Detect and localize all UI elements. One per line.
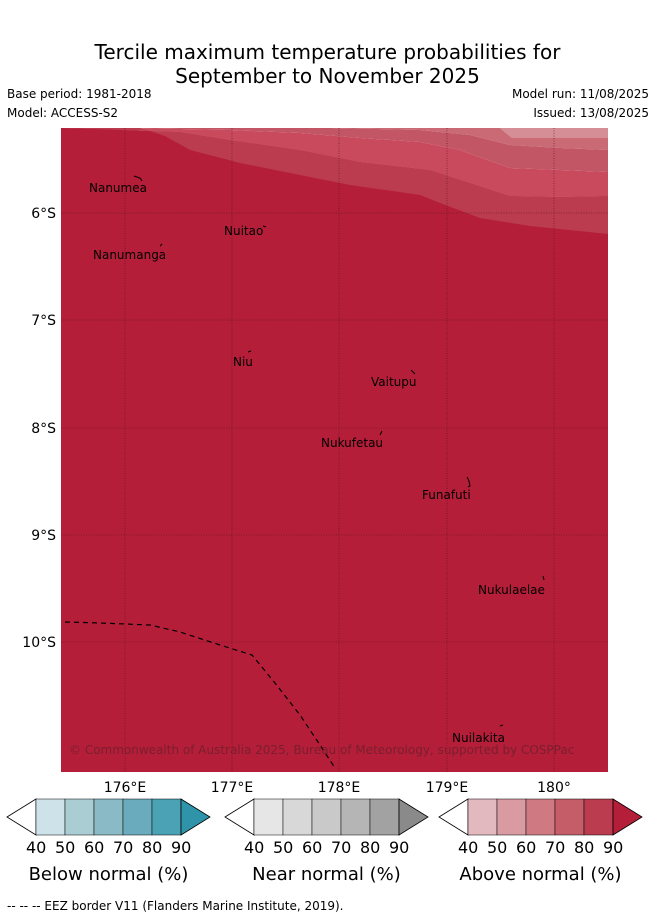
colorbar-near-segment	[340, 798, 371, 836]
island-nanumea	[133, 175, 143, 182]
colorbar-above-segment	[525, 798, 556, 836]
colorbar-title-above: Above normal (%)	[459, 864, 622, 885]
place-nukufetau: Nukufetau	[321, 436, 383, 450]
colorbar-below-segment	[35, 798, 66, 836]
place-vaitupu: Vaitupu	[371, 375, 417, 389]
colorbar-below-segment	[151, 798, 182, 836]
colorbar-near-tick: 60	[302, 838, 323, 857]
island-nanumanga	[159, 243, 163, 247]
probability-band-edge-2	[61, 128, 608, 234]
colorbar-near-max-extend	[398, 798, 429, 836]
colorbar-near-segment	[311, 798, 342, 836]
colorbar-above-tick: 40	[458, 838, 479, 857]
lon-tick-178e: 178°E	[318, 780, 361, 796]
probability-fill	[61, 128, 608, 772]
place-nanumea: Nanumea	[89, 181, 147, 195]
colorbar-below-tick: 60	[84, 838, 105, 857]
islands	[133, 175, 545, 727]
lon-tick-labels: 176°E 177°E 178°E 179°E 180°	[104, 780, 571, 796]
colorbar-near-min-extend	[224, 798, 255, 836]
colorbar-above-tick: 80	[574, 838, 595, 857]
probability-band-mid	[130, 128, 608, 172]
colorbar-near-tick: 40	[244, 838, 265, 857]
lat-tick-9s: 9°S	[31, 528, 56, 544]
colorbar-below-min-extend	[6, 798, 37, 836]
model-text: Model: ACCESS-S2	[7, 106, 119, 120]
issued-text: Issued: 13/08/2025	[533, 106, 649, 120]
lon-tick-179e: 179°E	[426, 780, 469, 796]
island-funafuti	[466, 476, 471, 488]
probability-band-light	[250, 128, 608, 150]
colorbar-below-segment	[64, 798, 95, 836]
island-vaitupu	[410, 369, 416, 375]
base-period-text: Base period: 1981-2018	[7, 87, 152, 101]
lat-tick-10s: 10°S	[22, 635, 56, 651]
colorbar-near-tick: 50	[273, 838, 294, 857]
forecast-map: Nanumea Nuitao Nanumanga Niu Vaitupu Nuk…	[22, 128, 608, 796]
colorbar-above-segment	[496, 798, 527, 836]
colorbar-below-tick: 40	[26, 838, 47, 857]
copyright-text: © Commonwealth of Australia 2025, Bureau…	[69, 743, 574, 757]
place-labels: Nanumea Nuitao Nanumanga Niu Vaitupu Nuk…	[89, 181, 545, 745]
lat-tick-7s: 7°S	[31, 313, 56, 329]
place-niu: Niu	[233, 355, 253, 369]
colorbar-above-tick: 50	[487, 838, 508, 857]
colorbar-title-near: Near normal (%)	[252, 864, 401, 885]
island-nukulaelae	[542, 575, 545, 581]
map-title-line2: September to November 2025	[175, 64, 480, 88]
colorbar-above-min-extend	[438, 798, 469, 836]
colorbar-below-segment	[122, 798, 153, 836]
colorbar-below-tick: 50	[55, 838, 76, 857]
eez-border	[64, 621, 336, 769]
colorbar-title-below: Below normal (%)	[28, 864, 189, 885]
island-nuitao	[262, 225, 267, 228]
lon-tick-177e: 177°E	[211, 780, 254, 796]
colorbar-near-segment	[369, 798, 400, 836]
colorbar-near-segment	[282, 798, 313, 836]
colorbar-above-tick: 60	[516, 838, 537, 857]
colorbar-below-tick: 70	[113, 838, 134, 857]
colorbar-above-tick: 70	[545, 838, 566, 857]
colorbar-near-tick: 90	[389, 838, 410, 857]
map-title: Tercile maximum temperature probabilitie…	[0, 40, 655, 88]
colorbar-near-tick: 70	[331, 838, 352, 857]
colorbar-near-segment	[253, 798, 284, 836]
lat-tick-labels: 6°S 7°S 8°S 9°S 10°S	[22, 206, 56, 651]
colorbar-above-tick: 90	[603, 838, 624, 857]
colorbar-above	[438, 798, 643, 836]
colorbars	[6, 798, 643, 836]
colorbar-below	[6, 798, 211, 836]
colorbar-below-segment	[93, 798, 124, 836]
probability-band-dark	[61, 128, 608, 197]
colorbar-near-tick: 80	[360, 838, 381, 857]
map-title-line1: Tercile maximum temperature probabilitie…	[94, 40, 561, 64]
colorbar-above-max-extend	[612, 798, 643, 836]
place-nanumanga: Nanumanga	[93, 248, 166, 262]
place-nuitao: Nuitao	[224, 224, 263, 238]
lat-tick-6s: 6°S	[31, 206, 56, 222]
colorbar-below-tick: 80	[142, 838, 163, 857]
lon-tick-176e: 176°E	[104, 780, 147, 796]
place-nuilakita: Nuilakita	[452, 731, 505, 745]
lat-tick-8s: 8°S	[31, 421, 56, 437]
colorbar-below-max-extend	[180, 798, 211, 836]
eez-legend-footer: -- -- -- EEZ border V11 (Flanders Marine…	[7, 899, 344, 913]
island-nuilakita	[499, 724, 504, 727]
island-niu	[247, 350, 252, 353]
colorbar-above-segment	[583, 798, 614, 836]
gridlines	[61, 128, 608, 772]
probability-band-edge	[61, 128, 608, 772]
lon-tick-180: 180°	[537, 780, 571, 796]
probability-band-lightest	[450, 128, 608, 138]
colorbar-below-tick: 90	[171, 838, 192, 857]
colorbar-above-segment	[554, 798, 585, 836]
island-nukufetau	[379, 430, 383, 436]
colorbar-above-segment	[467, 798, 498, 836]
place-nukulaelae: Nukulaelae	[478, 583, 545, 597]
model-run-text: Model run: 11/08/2025	[511, 87, 649, 101]
colorbar-near	[224, 798, 429, 836]
place-funafuti: Funafuti	[422, 488, 471, 502]
